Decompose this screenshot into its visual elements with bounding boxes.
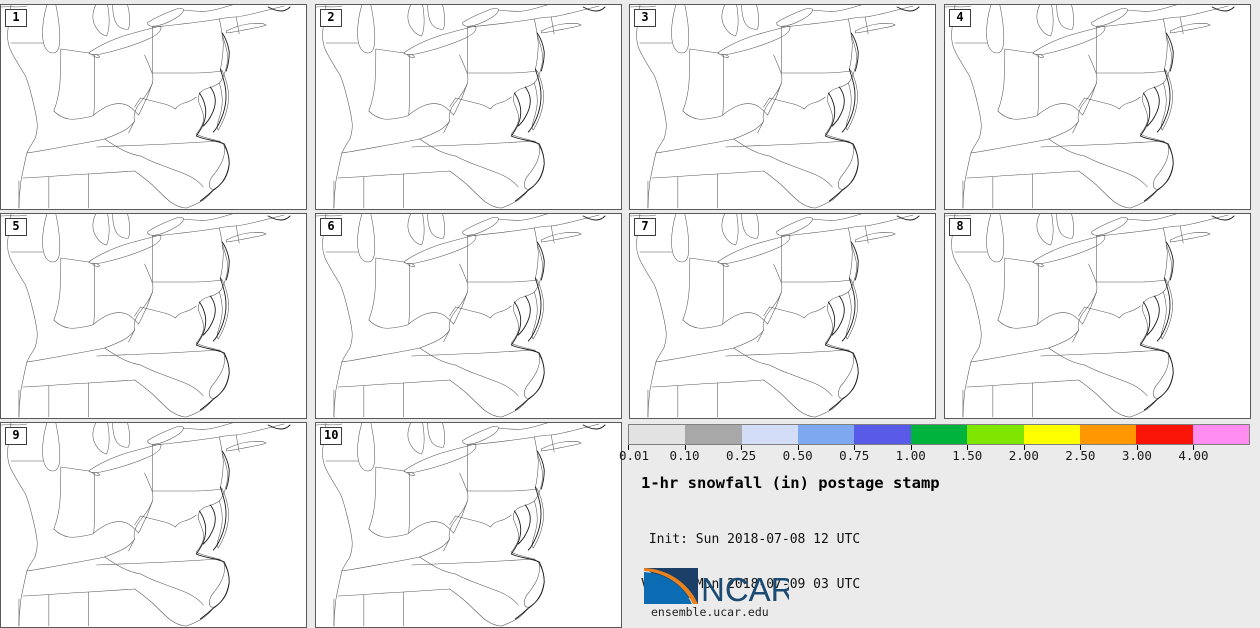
colorbar [628, 424, 1250, 445]
ncar-logo-icon: NCAR [641, 560, 795, 608]
stamp-member-label: 9 [5, 427, 27, 445]
colorbar-tick-labels: 0.01 0.10 0.25 0.50 0.75 1.00 1.50 2.00 2.50 3.00… [619, 448, 1250, 465]
map-area [630, 5, 935, 209]
stamp-panel-6[interactable]: 6 [315, 213, 622, 419]
colorbar-bin-6 [967, 425, 1024, 444]
colorbar-block: 0.01 0.10 0.25 0.50 0.75 1.00 1.50 2.00 2.50 3.00… [619, 424, 1250, 466]
colorbar-tick-5 [910, 445, 912, 450]
colorbar-bin-3 [798, 425, 855, 444]
colorbar-label-7: 2.00 [1008, 448, 1039, 463]
stamp-panel-9[interactable]: 9 [0, 422, 307, 628]
map-area [1, 5, 306, 209]
map-area [945, 214, 1250, 418]
colorbar-label-2: 0.25 [726, 448, 757, 463]
colorbar-tick-0 [628, 445, 629, 450]
ncar-logo-url: ensemble.ucar.edu [651, 605, 769, 619]
stamp-member-label: 3 [634, 9, 656, 27]
state-boundary-map [316, 214, 621, 418]
map-area [945, 5, 1250, 209]
colorbar-tick-3 [797, 445, 799, 450]
colorbar-bin-10 [1192, 425, 1249, 444]
colorbar-tick-8 [1080, 445, 1082, 450]
stamp-member-label: 2 [320, 9, 342, 27]
map-area [1, 423, 306, 627]
map-area [630, 214, 935, 418]
state-boundary-map [945, 5, 1250, 209]
svg-text:NCAR: NCAR [701, 571, 789, 606]
colorbar-tick-9 [1136, 445, 1138, 450]
colorbar-label-10: 4.00 [1178, 448, 1209, 463]
colorbar-label-8: 2.50 [1065, 448, 1096, 463]
colorbar-tick-2 [741, 445, 743, 450]
colorbar-tick-4 [854, 445, 856, 450]
colorbar-bin-2 [741, 425, 799, 444]
state-boundary-map [1, 5, 306, 209]
state-boundary-map [316, 423, 621, 627]
state-boundary-map [945, 214, 1250, 418]
colorbar-bin-5 [910, 425, 968, 444]
colorbar-label-1: 0.10 [669, 448, 700, 463]
colorbar-tick-10 [1193, 445, 1195, 450]
colorbar-label-6: 1.50 [952, 448, 983, 463]
map-area [1, 214, 306, 418]
state-boundary-map [630, 214, 935, 418]
state-boundary-map [1, 214, 306, 418]
colorbar-bin-7 [1023, 425, 1080, 444]
colorbar-label-0: 0.01 [618, 448, 650, 463]
colorbar-bin-0 [629, 425, 686, 444]
state-boundary-map [630, 5, 935, 209]
state-boundary-map [1, 423, 306, 627]
colorbar-label-3: 0.50 [782, 448, 813, 463]
stamp-panel-1[interactable]: 1 [0, 4, 307, 210]
colorbar-bin-4 [854, 425, 911, 444]
stamp-member-label: 5 [5, 218, 27, 236]
colorbar-bin-9 [1136, 425, 1193, 444]
stamp-member-label: 7 [634, 218, 656, 236]
stamp-member-label: 8 [949, 218, 971, 236]
init-time-line: Init: Sun 2018-07-08 12 UTC [641, 532, 861, 547]
stamp-panel-7[interactable]: 7 [629, 213, 936, 419]
map-area [316, 5, 621, 209]
colorbar-label-5: 1.00 [895, 448, 926, 463]
colorbar-label-9: 3.00 [1121, 448, 1152, 463]
stamp-member-label: 1 [5, 9, 27, 27]
colorbar-ticks [628, 445, 1250, 450]
state-boundary-map [316, 5, 621, 209]
stamp-member-label: 4 [949, 9, 971, 27]
stamp-panel-10[interactable]: 10 [315, 422, 622, 628]
colorbar-tick-1 [684, 445, 686, 450]
stamp-panel-3[interactable]: 3 [629, 4, 936, 210]
colorbar-label-4: 0.75 [839, 448, 870, 463]
stamp-panel-4[interactable]: 4 [944, 4, 1251, 210]
ncar-logo-block: NCAR ensemble.ucar.edu [641, 560, 941, 622]
map-area [316, 214, 621, 418]
stamp-panel-8[interactable]: 8 [944, 213, 1251, 419]
stamp-member-label: 6 [320, 218, 342, 236]
colorbar-bin-1 [685, 425, 742, 444]
colorbar-bin-8 [1079, 425, 1137, 444]
stamp-member-label: 10 [320, 427, 343, 445]
colorbar-tick-7 [1023, 445, 1025, 450]
colorbar-tick-6 [967, 445, 969, 450]
stamp-panel-2[interactable]: 2 [315, 4, 622, 210]
map-area [316, 423, 621, 627]
stamp-panel-5[interactable]: 5 [0, 213, 307, 419]
figure-title: 1-hr snowfall (in) postage stamp [641, 474, 940, 492]
